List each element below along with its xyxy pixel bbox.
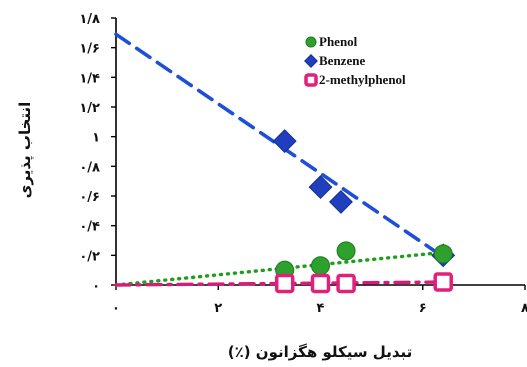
x-tick-label: ۸ [521, 301, 527, 316]
point-phenol [336, 241, 356, 261]
legend-label-phenol: Phenol [319, 34, 358, 49]
point-benzene [308, 175, 333, 200]
y-tick-label: ۱/۶ [79, 42, 100, 57]
y-tick-label: ۱/۲ [79, 101, 100, 116]
point-2-methylphenol [433, 272, 453, 292]
point-benzene [328, 189, 353, 214]
y-tick-label: ۱/۸ [79, 12, 100, 27]
x-tick-label: ۰ [112, 301, 120, 316]
point-phenol [311, 256, 330, 276]
legend-marker-2-methylphenol [304, 73, 318, 87]
x-axis-title: تبدیل سیکلو هگزانون (٪) [228, 343, 413, 361]
point-2-methylphenol [310, 273, 331, 294]
point-2-methylphenol [336, 273, 356, 294]
y-tick-label: ۱/۴ [79, 71, 100, 86]
trendline-phenol [114, 250, 445, 287]
legend-marker-phenol [305, 36, 317, 48]
x-tick-label: ۶ [419, 301, 427, 316]
y-tick-label: ۰/۶ [79, 190, 100, 205]
legend-label-benzene: Benzene [319, 53, 365, 68]
legend: Phenol Benzene 2-methylphenol [304, 34, 406, 87]
y-tick-label: ۰/۸ [79, 160, 100, 175]
y-axis-title: انتخاب پذیری [16, 102, 35, 199]
x-tick-label: ۲ [214, 301, 222, 316]
legend-label-2-methylphenol: 2-methylphenol [319, 72, 406, 87]
point-benzene [272, 129, 297, 154]
y-tick-label: ۰/۴ [79, 220, 100, 235]
y-tick-label: ۰/۲ [79, 249, 100, 264]
legend-marker-benzene [304, 54, 318, 68]
y-tick-label: ۰ [92, 279, 100, 294]
x-tick-label: ۴ [317, 301, 325, 316]
axes: ۰ ۰/۲ ۰/۴ ۰/۶ ۰/۸ ۱ ۱/۲ ۱/۴ ۱/۶ ۱/۸ ۰ ۲ ۴ ۶ ۸ [79, 12, 527, 316]
trendline-benzene [114, 32, 446, 259]
data-markers [272, 129, 456, 294]
point-2-methylphenol [274, 273, 295, 294]
point-phenol [433, 244, 453, 264]
y-tick-label: ۱ [92, 131, 100, 146]
